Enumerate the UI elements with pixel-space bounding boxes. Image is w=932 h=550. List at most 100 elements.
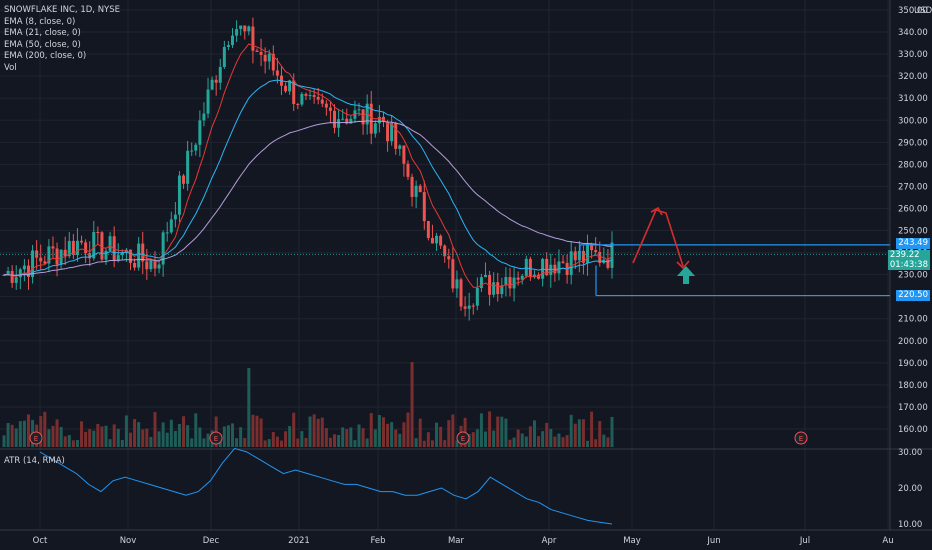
candle-body [18,269,22,278]
volume-bar [304,437,308,447]
volume-bar [545,422,549,447]
volume-bar [345,429,349,447]
price-tick-label: 270.00 [898,182,928,192]
candle-body [47,246,51,264]
volume-bar [475,429,479,447]
candle-body [524,258,528,276]
volume-bar [2,435,6,447]
candle-body [324,103,328,108]
candle-body [316,96,320,100]
symbol-title[interactable]: SNOWFLAKE INC, 1D, NYSE [4,5,121,15]
volume-bar [14,428,18,447]
candle-body [369,103,373,134]
volume-bar [353,440,357,447]
candle-body [71,240,75,255]
time-tick-label: Apr [542,536,557,546]
earnings-label: E [461,435,465,443]
candle-body [304,93,308,96]
candle-body [590,244,594,251]
candle-body [414,185,418,197]
earnings-icon [794,431,808,445]
candle-body [88,253,92,259]
volume-bar [361,428,365,447]
candle-body [349,118,353,124]
candle-body [500,285,504,295]
volume-bar [537,436,541,447]
candle-body [239,25,243,30]
candle-body [214,79,218,83]
candle-body [177,175,181,215]
candle-body [75,240,79,255]
volume-bar [402,422,406,447]
last-price-value: 239.22 [889,250,920,260]
volume-bar [549,428,553,447]
candle-body [484,274,488,278]
time-tick-label: Jul [799,536,810,546]
time-tick-label: Oct [33,536,48,546]
candle-body [373,123,377,134]
candle-body [402,145,406,164]
volume-bar [124,415,128,447]
candle-body [243,25,247,32]
volume-bar [349,427,353,447]
candle-body [80,240,84,243]
candle-body [92,231,96,259]
candle-body [161,232,165,265]
volume-bar [590,411,594,447]
candle-body [520,275,524,280]
volume-bar [504,418,508,447]
price-tick-label: 210.00 [898,315,928,325]
candle-body [51,246,55,249]
candle-body [190,150,194,152]
candle-body [133,262,137,268]
candle-body [259,51,263,55]
candle-body [39,257,43,262]
volume-bar [190,438,194,447]
volume-bar [259,418,263,447]
ema50-legend[interactable]: EMA (50, close, 0) [4,39,81,50]
currency-label: USD [914,6,932,16]
ema50-line [3,120,613,276]
projection-arrowhead [650,206,663,216]
candle-body [569,251,573,275]
volume-bar [594,439,598,447]
volume-bar [369,413,373,447]
volume-bar [182,416,186,447]
candle-body [63,249,67,257]
volume-bar [80,421,84,447]
volume-bar [271,432,275,447]
volume-bar [300,431,304,447]
volume-bar [553,436,557,447]
ema8-legend[interactable]: EMA (8, close, 0) [4,16,76,27]
candle-body [422,192,426,222]
volume-bar [145,428,149,447]
volume-bar [267,439,271,447]
price-tick-label: 250.00 [898,227,928,237]
candle-body [471,305,475,307]
price-tick-label: 280.00 [898,160,928,170]
ema200-legend[interactable]: EMA (200, close, 0) [4,51,87,61]
volume-bar [381,417,385,447]
volume-bar [308,416,312,447]
price-tick-label: 290.00 [898,138,928,148]
price-tick-label: 230.00 [898,271,928,281]
vol-legend[interactable]: Vol [4,62,17,73]
candle-body [267,53,271,62]
earnings-icon [456,431,470,445]
candle-body [528,258,532,278]
ema21-legend[interactable]: EMA (21, close, 0) [4,28,81,38]
ema21-line [3,79,613,277]
candle-body [561,261,565,263]
volume-bar [324,428,328,447]
upper-level-badge: 243.49 [896,238,930,249]
atr-line [39,447,613,525]
candle-body [341,118,345,120]
volume-bar [96,423,100,447]
candle-body [545,258,549,276]
price-tick-label: 300.00 [898,116,928,126]
atr-legend[interactable]: ATR (14, RMA) [4,456,65,466]
atr-tick-label: 20.00 [898,484,922,494]
volume-bar [128,432,132,447]
volume-bar [508,439,512,447]
